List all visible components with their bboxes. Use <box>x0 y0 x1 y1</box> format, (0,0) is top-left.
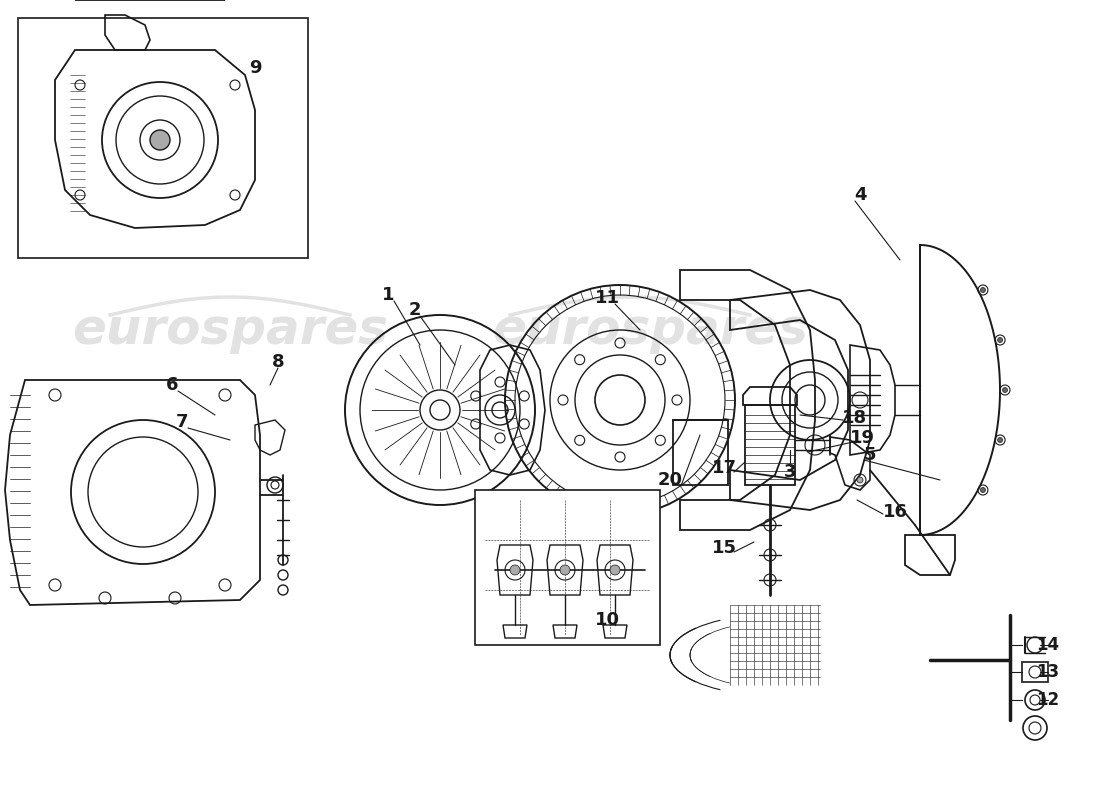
Circle shape <box>980 487 986 493</box>
Circle shape <box>150 130 170 150</box>
Text: 20: 20 <box>658 471 682 489</box>
Circle shape <box>510 565 520 575</box>
Text: 13: 13 <box>1036 663 1059 681</box>
Text: 5: 5 <box>864 446 877 464</box>
Text: 3: 3 <box>783 463 796 481</box>
Circle shape <box>610 565 620 575</box>
Bar <box>18 18 308 258</box>
Text: eurospares: eurospares <box>492 306 808 354</box>
Text: 18: 18 <box>843 409 868 427</box>
Text: 15: 15 <box>712 539 737 557</box>
Circle shape <box>980 287 986 293</box>
Circle shape <box>998 338 1002 342</box>
Text: 6: 6 <box>166 376 178 394</box>
Text: 11: 11 <box>594 289 619 307</box>
Text: 10: 10 <box>594 611 619 629</box>
Text: 19: 19 <box>849 429 875 447</box>
Text: 8: 8 <box>272 353 284 371</box>
Text: 9: 9 <box>249 59 262 77</box>
Text: 1: 1 <box>382 286 394 304</box>
Circle shape <box>998 438 1002 442</box>
Circle shape <box>560 565 570 575</box>
Text: 12: 12 <box>1036 691 1059 709</box>
Text: 14: 14 <box>1036 636 1059 654</box>
Text: 7: 7 <box>176 413 188 431</box>
Text: 4: 4 <box>854 186 867 204</box>
Text: 16: 16 <box>882 503 908 521</box>
Circle shape <box>857 477 864 483</box>
Circle shape <box>1002 387 1008 393</box>
Text: 2: 2 <box>409 301 421 319</box>
Bar <box>475 490 660 645</box>
Text: eurospares: eurospares <box>72 306 388 354</box>
Text: 17: 17 <box>712 459 737 477</box>
